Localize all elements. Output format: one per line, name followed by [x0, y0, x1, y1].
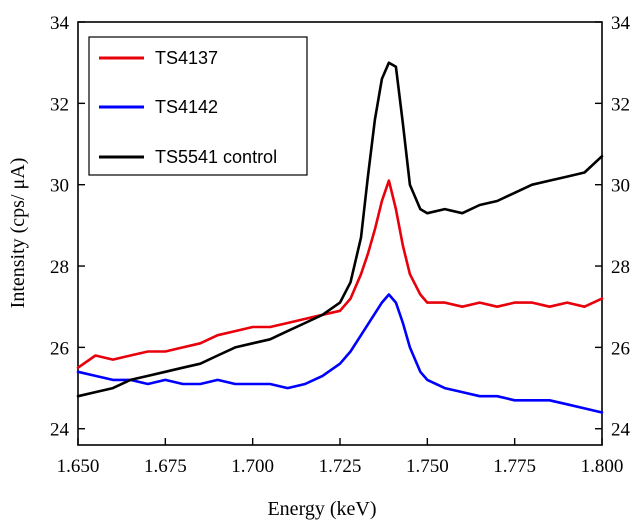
right-tick-label: 28 — [611, 257, 630, 278]
x-tick-label: 1.650 — [57, 456, 100, 477]
series-line-ts5541-control — [76, 61, 604, 398]
y-tick-label: 24 — [50, 420, 70, 441]
x-tick-label: 1.675 — [144, 456, 187, 477]
y-axis-title: Intensity (cps/ μA) — [7, 158, 29, 309]
x-tick-label: 1.775 — [493, 456, 536, 477]
y-tick-label: 30 — [50, 176, 69, 197]
series-line-ts4137 — [76, 179, 604, 370]
x-tick-label: 1.800 — [581, 456, 624, 477]
legend-label-ts4142: TS4142 — [155, 97, 218, 117]
x-tick-label: 1.750 — [406, 456, 449, 477]
right-tick-label: 26 — [611, 338, 630, 359]
series-line-ts4142 — [76, 293, 604, 414]
right-tick-label: 24 — [611, 420, 631, 441]
axis-ticks: 1.650 1.675 1.700 1.725 1.750 1.775 1.800 24 26 2… — [50, 13, 631, 477]
right-tick-label: 34 — [611, 13, 631, 34]
legend-label-ts4137: TS4137 — [155, 48, 218, 68]
right-tick-label: 30 — [611, 176, 630, 197]
legend-label-ts5541: TS5541 control — [155, 147, 277, 167]
legend: TS4137 TS4142 TS5541 control — [88, 36, 308, 176]
x-axis-title: Energy (keV) — [267, 498, 376, 520]
y-tick-label: 32 — [50, 94, 69, 115]
x-tick-label: 1.700 — [231, 456, 274, 477]
series-layer — [76, 61, 604, 414]
right-tick-label: 32 — [611, 94, 630, 115]
x-tick-label: 1.725 — [319, 456, 362, 477]
y-tick-label: 26 — [50, 338, 69, 359]
y-tick-label: 28 — [50, 257, 69, 278]
y-tick-label: 34 — [50, 13, 70, 34]
